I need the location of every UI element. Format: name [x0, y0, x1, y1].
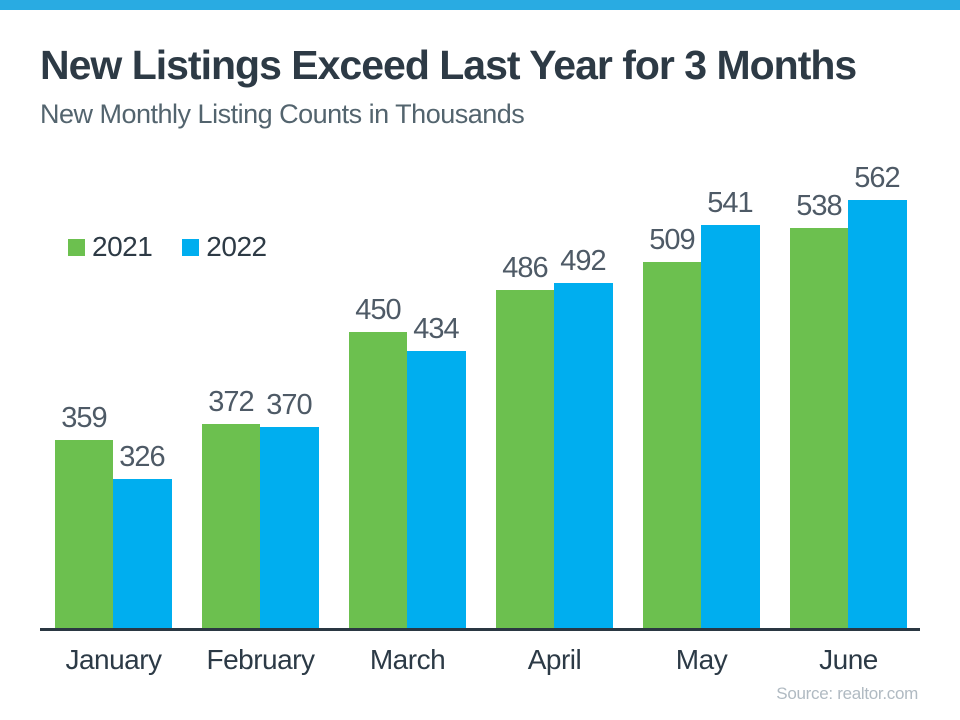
value-label: 541: [707, 187, 753, 219]
bar-2021-june: [790, 228, 848, 628]
x-axis-labels: January February March April May June: [40, 644, 920, 678]
bar-2021-march: [349, 332, 407, 628]
month-label-february: February: [206, 644, 315, 675]
legend-item-2022: 2022: [182, 231, 267, 262]
bar-group-april: 486 492: [496, 150, 613, 628]
legend-swatch-2021: [68, 238, 85, 256]
value-label: 450: [355, 294, 401, 326]
bar-2022-february: [260, 427, 319, 628]
bar-2022-may: [701, 225, 760, 628]
bar-2022-june: [848, 200, 907, 628]
bar-group-june: 538 562: [790, 150, 907, 628]
bar-2021-january: [55, 440, 113, 628]
bar-2022-april: [554, 283, 613, 628]
month-label-january: January: [65, 644, 162, 675]
top-accent-bar: [0, 0, 960, 10]
bar-group-march: 450 434: [349, 150, 466, 628]
bar-group-january: 359 326: [55, 150, 172, 628]
chart-title: New Listings Exceed Last Year for 3 Mont…: [40, 42, 857, 88]
value-label: 434: [413, 313, 459, 345]
value-label: 492: [560, 245, 606, 277]
value-label: 486: [502, 252, 548, 284]
month-label-april: April: [527, 644, 582, 675]
bar-2021-february: [202, 424, 260, 628]
bar-2021-april: [496, 290, 554, 628]
bar-2022-march: [407, 351, 466, 628]
legend-swatch-2022: [182, 238, 200, 256]
value-label: 370: [266, 389, 312, 421]
value-label: 372: [208, 386, 254, 418]
bar-2022-january: [113, 479, 172, 628]
chart-subtitle: New Monthly Listing Counts in Thousands: [40, 99, 525, 129]
value-label: 509: [649, 224, 695, 256]
legend-label: 2022: [206, 231, 267, 262]
legend-label: 2021: [92, 231, 153, 262]
bar-2021-may: [643, 262, 701, 628]
legend: 2021 2022: [68, 233, 267, 261]
source-attribution: Source: realtor.com: [776, 684, 918, 703]
value-label: 326: [119, 441, 165, 473]
bar-group-may: 509 541: [643, 150, 760, 628]
value-label: 538: [796, 190, 842, 222]
month-label-june: June: [819, 644, 878, 675]
value-label: 562: [854, 162, 900, 194]
plot-area: 359 326 372 370 450 434 486 492 509 541 538 562: [40, 150, 920, 631]
month-label-may: May: [675, 644, 728, 675]
legend-item-2021: 2021: [68, 231, 153, 262]
month-label-march: March: [369, 644, 446, 675]
bar-group-february: 372 370: [202, 150, 319, 628]
value-label: 359: [61, 402, 107, 434]
